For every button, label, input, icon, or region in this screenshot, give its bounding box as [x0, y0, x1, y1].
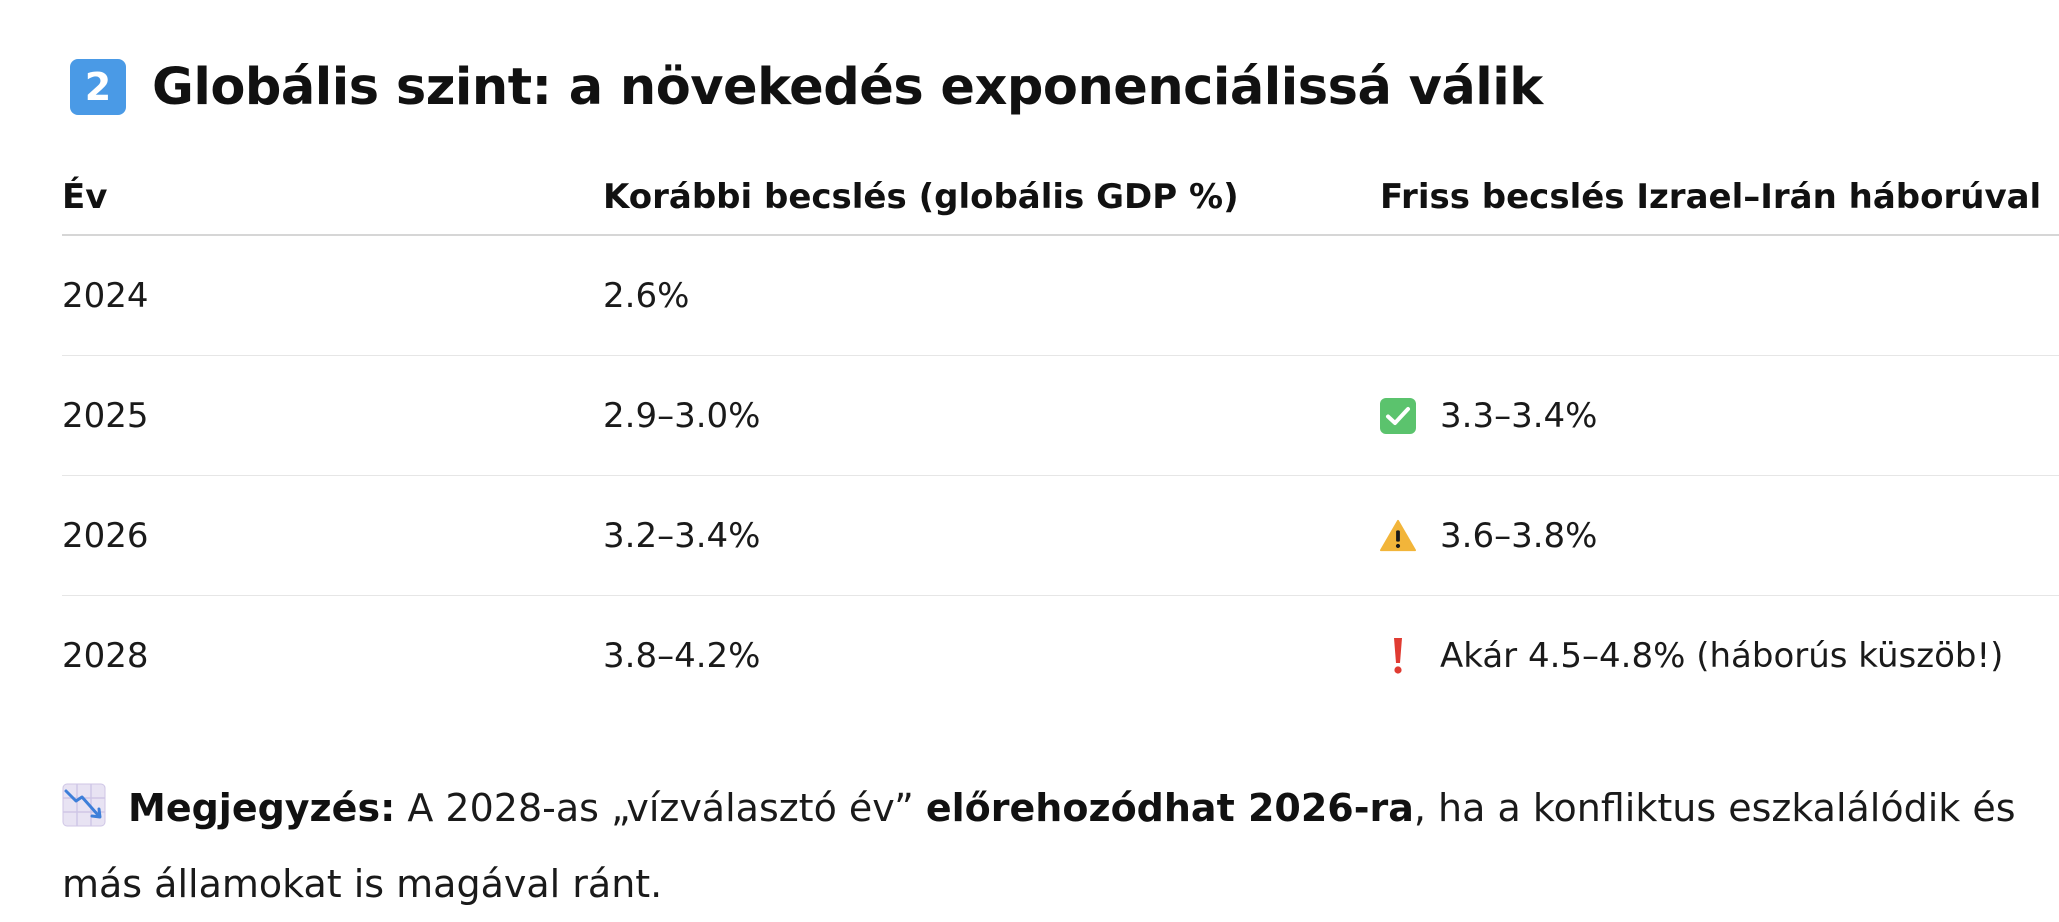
year-cell: 2025	[62, 395, 149, 436]
table-row: 2028 3.8–4.2% Akár 4.5–4.8% (háborús küs…	[62, 596, 2059, 716]
column-header-year: Év	[62, 177, 108, 217]
chart-decreasing-icon	[62, 776, 106, 827]
number-2-icon: 2	[70, 59, 126, 115]
table-row: 2024 2.6%	[62, 236, 2059, 356]
year-cell: 2024	[62, 275, 149, 316]
column-header-previous-estimate: Korábbi becslés (globális GDP %)	[603, 177, 1239, 217]
table-row: 2025 2.9–3.0% 3.3–3.4%	[62, 356, 2059, 476]
exclamation-icon	[1380, 638, 1416, 674]
new-estimate-value: 3.3–3.4%	[1440, 395, 1598, 436]
year-cell: 2026	[62, 515, 149, 556]
note-emphasis: előrehozódhat 2026-ra	[925, 786, 1414, 830]
previous-estimate-cell: 2.9–3.0%	[603, 395, 761, 436]
table-header-row: Év Korábbi becslés (globális GDP %) Fris…	[62, 148, 2059, 236]
new-estimate-cell: 3.6–3.8%	[1380, 476, 1597, 595]
year-cell: 2028	[62, 636, 149, 676]
section-heading: 2 Globális szint: a növekedés exponenciá…	[70, 52, 1543, 122]
check-mark-icon	[1380, 397, 1416, 434]
page-title: Globális szint: a növekedés exponenciáli…	[152, 57, 1543, 117]
previous-estimate-cell: 3.2–3.4%	[603, 515, 761, 556]
note-paragraph: Megjegyzés: A 2028-as „vízválasztó év” e…	[62, 770, 2042, 922]
previous-estimate-cell: 3.8–4.2%	[603, 636, 761, 676]
warning-icon	[1380, 518, 1416, 554]
note-text-after: , ha a konfliktus eszkalálódik és más ál…	[62, 786, 2016, 906]
gdp-estimate-table: Év Korábbi becslés (globális GDP %) Fris…	[62, 148, 2059, 716]
new-estimate-cell: Akár 4.5–4.8% (háborús küszöb!)	[1380, 596, 2003, 716]
table-row: 2026 3.2–3.4% 3.6–3.8%	[62, 476, 2059, 596]
note-label: Megjegyzés:	[128, 786, 396, 830]
previous-estimate-cell: 2.6%	[603, 275, 690, 316]
new-estimate-value: 3.6–3.8%	[1440, 515, 1598, 556]
new-estimate-cell: 3.3–3.4%	[1380, 356, 1597, 475]
new-estimate-value: Akár 4.5–4.8% (háborús küszöb!)	[1440, 636, 2004, 676]
note-text-before: A 2028-as „vízválasztó év”	[395, 786, 926, 830]
column-header-new-estimate: Friss becslés Izrael–Irán háborúval	[1380, 177, 2042, 217]
